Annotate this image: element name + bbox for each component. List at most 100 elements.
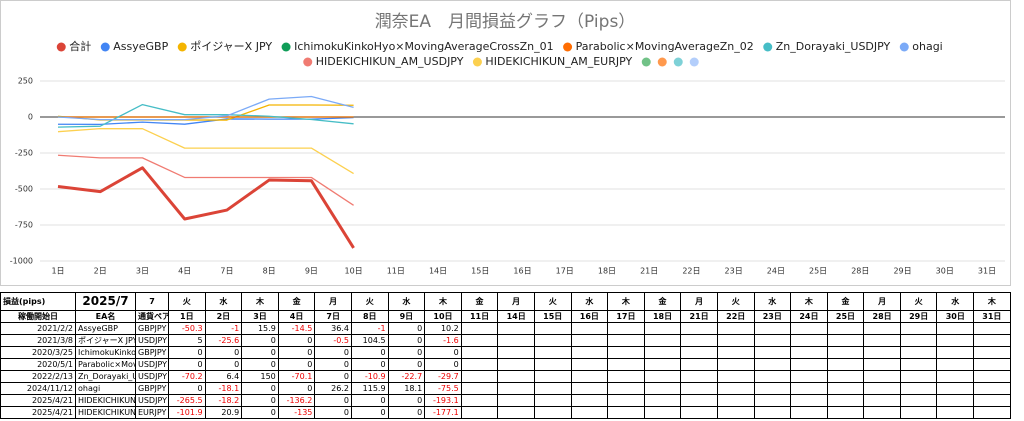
- start-date: 2020/5/1: [0, 358, 76, 371]
- day-header: 15日: [533, 310, 572, 323]
- empty-cell: [790, 334, 828, 347]
- empty-cell: [899, 358, 938, 371]
- empty-cell: [716, 370, 755, 383]
- empty-cell: [973, 346, 1011, 359]
- x-tick-label: 7日: [220, 267, 233, 276]
- empty-cell: [826, 346, 865, 359]
- x-tick-label: 2日: [94, 267, 107, 276]
- empty-cell: [790, 370, 828, 383]
- pips-cell: 0: [387, 322, 426, 335]
- month: 2025/7: [75, 292, 136, 311]
- empty-cell: [680, 406, 718, 419]
- currency-pair: GBPJPY: [135, 322, 169, 335]
- ea-name: ohagi: [75, 382, 136, 395]
- pips-cell: 0: [168, 382, 206, 395]
- table-row: 2025/4/21HIDEKICHIKUN_AM_USDJPYUSDJPY-26…: [0, 394, 1011, 407]
- empty-cell: [753, 370, 792, 383]
- empty-cell: [826, 334, 865, 347]
- ea-name: IchimokuKinkoHyo×MovingAverageCrossZn_01: [75, 346, 136, 359]
- empty-cell: [680, 334, 718, 347]
- pips-cell: -25.6: [204, 334, 243, 347]
- pips-cell: 0: [314, 406, 352, 419]
- day-header: 16日: [570, 310, 609, 323]
- chart: 潤奈EA 月間損益グラフ（Pips） -1000 -750 -500 -250 0 250…: [0, 0, 1011, 286]
- start-date: 2021/3/8: [0, 334, 76, 347]
- x-tick-label: 30日: [936, 267, 954, 276]
- pips-cell: -70.1: [277, 370, 316, 383]
- empty-cell: [570, 334, 609, 347]
- pips-cell: 0: [350, 406, 389, 419]
- legend-swatch: [56, 42, 66, 52]
- empty-cell: [497, 370, 535, 383]
- x-tick-label: 25日: [809, 267, 827, 276]
- x-tick-label: 11日: [387, 267, 405, 276]
- weekday: 火: [168, 292, 206, 311]
- pips-cell: 0: [387, 346, 426, 359]
- start-date: 2022/2/13: [0, 370, 76, 383]
- pips-cell: 0: [424, 358, 462, 371]
- pips-cell: 0: [350, 394, 389, 407]
- day-header: 29日: [899, 310, 938, 323]
- empty-cell: [570, 370, 609, 383]
- y-tick-label: -500: [15, 185, 33, 194]
- pips-cell: 0: [204, 358, 243, 371]
- empty-cell: [460, 394, 499, 407]
- empty-cell: [497, 322, 535, 335]
- table-row: 2020/3/25IchimokuKinkoHyo×MovingAverageC…: [0, 346, 1011, 359]
- legend-label: 合計: [69, 39, 91, 53]
- pips-cell: -193.1: [424, 394, 462, 407]
- empty-cell: [533, 322, 572, 335]
- legend-item: ohagi: [899, 40, 943, 53]
- legend-swatch: [563, 42, 573, 52]
- column-header: 通貨ペア: [135, 310, 169, 323]
- legend-label: ohagi: [912, 40, 942, 53]
- empty-cell: [716, 346, 755, 359]
- empty-cell: [936, 334, 975, 347]
- empty-cell: [753, 322, 792, 335]
- pips-cell: -1.6: [424, 334, 462, 347]
- weekday: 火: [716, 292, 755, 311]
- empty-cell: [973, 334, 1011, 347]
- empty-cell: [936, 322, 975, 335]
- empty-cell: [607, 406, 645, 419]
- pips-cell: -22.7: [387, 370, 426, 383]
- pips-cell: 0: [241, 406, 279, 419]
- empty-cell: [790, 358, 828, 371]
- pips-cell: -29.7: [424, 370, 462, 383]
- series-line: [57, 95, 354, 121]
- start-date: 2025/4/21: [0, 394, 76, 407]
- weekday: 火: [350, 292, 389, 311]
- empty-cell: [680, 358, 718, 371]
- pips-cell: -50.3: [168, 322, 206, 335]
- pips-cell: 0: [277, 358, 316, 371]
- empty-cell: [570, 346, 609, 359]
- month-selector[interactable]: 7: [135, 292, 169, 311]
- weekday: 金: [277, 292, 316, 311]
- pips-cell: -265.5: [168, 394, 206, 407]
- pips-cell: 15.9: [241, 322, 279, 335]
- empty-cell: [643, 358, 682, 371]
- legend-swatch: [899, 42, 909, 52]
- pips-table: 損益(pips) 2025/7 7 火水木金月火水木金月火水木金月火水木金月火水木稼働…: [0, 292, 1011, 419]
- table-row: 損益(pips) 2025/7 7 火水木金月火水木金月火水木金月火水木金月火水木: [0, 292, 1011, 311]
- empty-cell: [533, 406, 572, 419]
- day-header: 10日: [424, 310, 462, 323]
- legend-item: ポイジャーX JPY: [177, 40, 272, 53]
- table-row: 2025/4/21HIDEKICHIKUN_AM_EURJPYEURJPY-10…: [0, 406, 1011, 419]
- x-tick-label: 8日: [263, 267, 276, 276]
- x-tick-label: 22日: [682, 267, 700, 276]
- empty-cell: [716, 382, 755, 395]
- empty-cell: [899, 382, 938, 395]
- empty-cell: [716, 406, 755, 419]
- empty-cell: [826, 322, 865, 335]
- empty-cell: [570, 382, 609, 395]
- y-tick-label: 0: [28, 113, 33, 122]
- empty-cell: [936, 358, 975, 371]
- series-line: [57, 128, 354, 175]
- empty-cell: [753, 382, 792, 395]
- empty-cell: [716, 394, 755, 407]
- empty-cell: [607, 322, 645, 335]
- day-header: 30日: [936, 310, 975, 323]
- series-line: [57, 103, 354, 128]
